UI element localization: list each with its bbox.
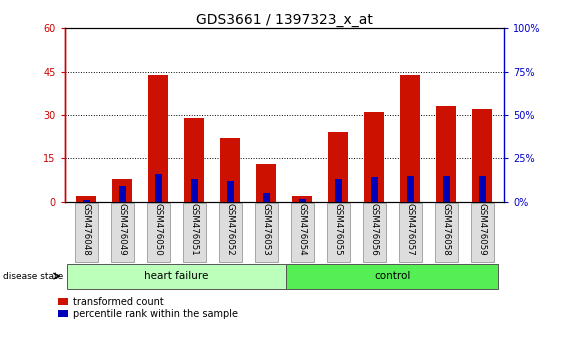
Bar [436, 106, 456, 202]
Text: GSM476048: GSM476048 [82, 203, 91, 256]
Bar [227, 181, 234, 202]
Text: heart failure: heart failure [144, 271, 208, 281]
Bar [292, 196, 312, 202]
FancyBboxPatch shape [291, 203, 314, 263]
Bar [479, 176, 485, 202]
Bar [221, 138, 240, 202]
Text: GSM476059: GSM476059 [478, 203, 487, 256]
Bar [335, 179, 342, 202]
Text: control: control [374, 271, 410, 281]
Bar [77, 196, 96, 202]
Text: GSM476050: GSM476050 [154, 203, 163, 256]
Bar [191, 179, 198, 202]
Bar [443, 176, 449, 202]
Bar [256, 164, 276, 202]
Bar [119, 186, 126, 202]
Text: GSM476057: GSM476057 [406, 203, 415, 256]
Bar [299, 199, 306, 202]
Text: GSM476056: GSM476056 [370, 203, 379, 256]
Bar [328, 132, 348, 202]
Text: GSM476052: GSM476052 [226, 203, 235, 256]
FancyBboxPatch shape [471, 203, 494, 263]
Bar [371, 177, 378, 202]
Bar [185, 118, 204, 202]
Bar [155, 174, 162, 202]
FancyBboxPatch shape [286, 264, 498, 289]
Bar [400, 75, 420, 202]
Bar [263, 193, 270, 202]
FancyBboxPatch shape [255, 203, 278, 263]
Bar [472, 109, 492, 202]
FancyBboxPatch shape [183, 203, 205, 263]
FancyBboxPatch shape [147, 203, 169, 263]
Text: GSM476049: GSM476049 [118, 203, 127, 256]
Text: disease state: disease state [3, 272, 63, 281]
Text: GSM476055: GSM476055 [334, 203, 343, 256]
FancyBboxPatch shape [435, 203, 458, 263]
FancyBboxPatch shape [363, 203, 386, 263]
FancyBboxPatch shape [66, 264, 286, 289]
FancyBboxPatch shape [327, 203, 350, 263]
Bar [83, 200, 90, 202]
FancyBboxPatch shape [111, 203, 133, 263]
FancyBboxPatch shape [219, 203, 242, 263]
Bar [364, 112, 384, 202]
Text: GSM476053: GSM476053 [262, 203, 271, 256]
Text: GSM476058: GSM476058 [442, 203, 451, 256]
Legend: transformed count, percentile rank within the sample: transformed count, percentile rank withi… [59, 297, 238, 319]
FancyBboxPatch shape [75, 203, 98, 263]
Text: GSM476054: GSM476054 [298, 203, 307, 256]
Bar [113, 179, 132, 202]
Bar [149, 75, 168, 202]
FancyBboxPatch shape [399, 203, 422, 263]
Text: GSM476051: GSM476051 [190, 203, 199, 256]
Bar [407, 176, 414, 202]
Title: GDS3661 / 1397323_x_at: GDS3661 / 1397323_x_at [196, 13, 373, 27]
